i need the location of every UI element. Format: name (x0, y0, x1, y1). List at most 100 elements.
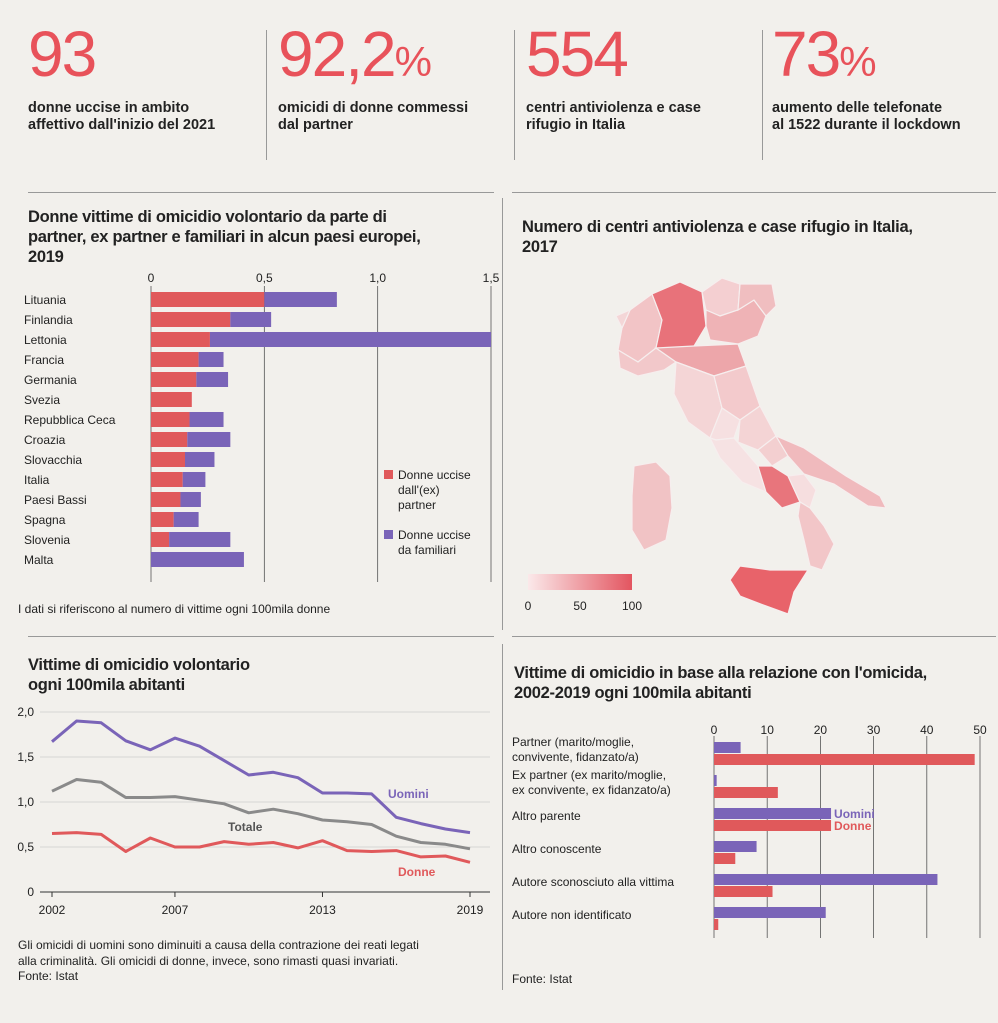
bar-uomini (714, 907, 826, 918)
category-label: Finlandia (24, 313, 73, 327)
legend-swatch (384, 470, 393, 479)
region-lombardia (651, 281, 707, 351)
bar-segment (189, 412, 224, 427)
series-label: Totale (228, 820, 263, 834)
stat-label: centri antiviolenza e case rifugio in Ita… (526, 100, 701, 134)
legend-label: Donne uccise da familiari (398, 528, 471, 557)
source: Fonte: Istat (18, 969, 79, 984)
bar-segment (264, 292, 337, 307)
category-label: Italia (24, 473, 50, 487)
bar-donne (714, 886, 773, 897)
tick-label: 2019 (457, 903, 484, 917)
tick-label: 2007 (162, 903, 189, 917)
stat-label: aumento delle telefonate al 1522 durante … (772, 100, 961, 134)
legend-label: Donne uccise dall'(ex) partner (398, 468, 471, 512)
divider (512, 636, 996, 637)
line-chart-title: Vittime di omicidio volontario ogni 100mi… (28, 656, 250, 694)
stat-value: 93 (28, 18, 97, 90)
region-calabria (797, 501, 835, 571)
region-puglia (774, 434, 888, 509)
tick-label: 1,5 (17, 750, 34, 764)
category-label: Lettonia (24, 333, 67, 347)
category-label: Germania (24, 373, 77, 387)
category-label: Francia (24, 353, 64, 367)
bar-segment (230, 312, 272, 327)
bar-segment (151, 532, 170, 547)
category-label: Autore non identificato (512, 908, 632, 922)
stat-partner-share: 92,2% omicidi di donne commessi dal partn… (278, 22, 508, 135)
tick-label: 0 (711, 723, 718, 737)
bar-segment (151, 552, 244, 567)
tick-label: 1,0 (17, 795, 34, 809)
region-sardegna (631, 461, 673, 551)
bar-segment (151, 512, 174, 527)
series-label: Donne (834, 819, 872, 833)
divider (502, 198, 503, 630)
bar-donne (714, 919, 719, 930)
bar-donne (714, 820, 832, 831)
series-line-uomini (51, 719, 471, 835)
category-label: Paesi Bassi (24, 493, 87, 507)
tick-label: 50 (973, 723, 987, 737)
divider (512, 192, 996, 193)
category-label: Spagna (24, 513, 66, 527)
divider (502, 644, 503, 990)
bar-chart-europe: 0 0,5 1,0 1,5 Lituania Finlandia Lettonia Franc… (24, 271, 500, 582)
map-title: Numero di centri antiviolenza e case rif… (522, 218, 913, 256)
category-label: Slovacchia (24, 453, 82, 467)
category-label: Repubblica Ceca (24, 413, 116, 427)
category-label: Lituania (24, 293, 66, 307)
bar-donne (714, 853, 736, 864)
stat-centers: 554 centri antiviolenza e case rifugio in… (526, 22, 756, 135)
bar-segment (151, 492, 181, 507)
category-label: Altro conoscente (512, 842, 602, 856)
bar-segment (151, 472, 183, 487)
legend-swatch (384, 530, 393, 539)
bar-segment (198, 352, 224, 367)
stat-value: 73% (772, 18, 877, 90)
bar-segment (151, 352, 199, 367)
stat-women-killed: 93 donne uccise in ambito affettivo dall'… (28, 22, 258, 135)
stat-value: 92,2% (278, 18, 432, 90)
stat-label: omicidi di donne commessi dal partner (278, 100, 469, 134)
divider (28, 636, 494, 637)
bar-donne (714, 787, 778, 798)
bar-segment (151, 372, 197, 387)
divider (762, 30, 763, 160)
bar-uomini (714, 775, 717, 786)
bar-segment (151, 452, 185, 467)
bar-segment (169, 532, 231, 547)
scale-tick: 50 (573, 599, 587, 613)
series-line-donne (51, 831, 471, 864)
bar-segment (185, 452, 215, 467)
bar-segment (180, 492, 201, 507)
source: Fonte: Istat (512, 972, 573, 986)
bar-segment (151, 332, 210, 347)
bar-segment (173, 512, 199, 527)
scale-tick: 100 (622, 599, 642, 613)
bar-segment (187, 432, 231, 447)
tick-label: 0 (27, 885, 34, 899)
region-friuli (737, 283, 777, 317)
category-label: Malta (24, 553, 54, 567)
line-chart-note: Gli omicidi di uomini sono diminuiti a c… (18, 938, 498, 985)
category-label: Svezia (24, 393, 60, 407)
tick-label: 1,5 (483, 271, 500, 285)
tick-label: 2,0 (17, 705, 34, 719)
scale-gradient (528, 574, 632, 590)
tick-label: 0,5 (256, 271, 273, 285)
category-label: Slovenia (24, 533, 70, 547)
bar-donne (714, 754, 975, 765)
region-liguria (617, 347, 678, 377)
map-color-scale: 0 50 100 (525, 574, 642, 613)
stat-value: 554 (526, 18, 629, 90)
bar-segment (151, 412, 190, 427)
bar-chart-note: I dati si riferiscono al numero di vitti… (18, 602, 331, 616)
tick-label: 40 (920, 723, 934, 737)
bar-segment (151, 312, 231, 327)
scale-tick: 0 (525, 599, 532, 613)
bar-uomini (714, 841, 757, 852)
tick-label: 2002 (39, 903, 66, 917)
tick-label: 30 (867, 723, 881, 737)
